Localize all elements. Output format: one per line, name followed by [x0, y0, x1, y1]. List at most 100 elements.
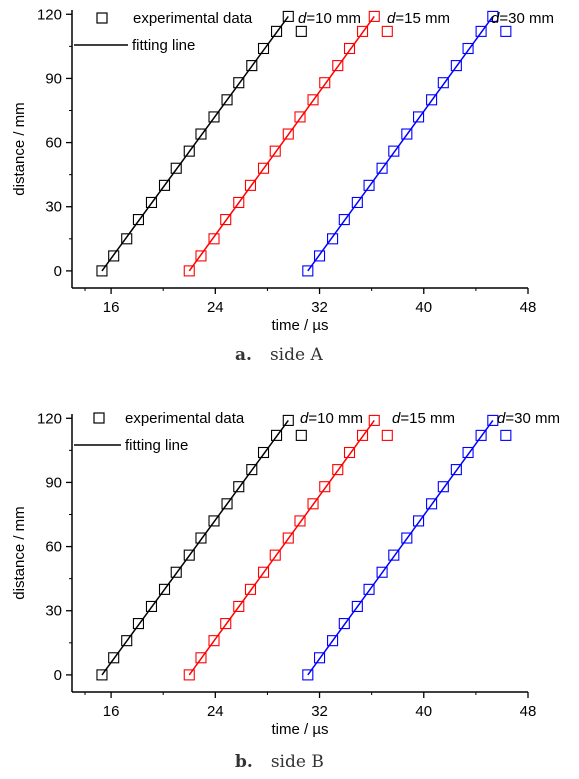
data-point [343, 42, 356, 55]
data-point [302, 265, 314, 277]
data-point [356, 25, 369, 37]
y-tick-label: 120 [37, 6, 62, 23]
data-point [307, 498, 319, 510]
data-point [319, 77, 331, 89]
caption-text: side B [271, 752, 324, 772]
data-point [332, 464, 344, 476]
x-tick-label: 32 [311, 299, 328, 316]
data-point [195, 128, 207, 140]
data-point [302, 669, 314, 681]
data-point [195, 250, 207, 262]
series-label-value: =10 mm [306, 10, 361, 27]
data-point [500, 429, 512, 441]
data-point [132, 618, 144, 630]
data-point [401, 532, 413, 544]
data-point [170, 162, 182, 174]
series-d-15-mm: d=15 mm [183, 410, 455, 681]
data-point [332, 60, 344, 72]
data-point [388, 549, 400, 561]
series-label-d: d [387, 10, 396, 27]
x-tick-label: 40 [415, 299, 432, 316]
series-d-15-mm: d=15 mm [183, 10, 450, 277]
data-point [145, 600, 158, 613]
series-label-value: =15 mm [400, 410, 455, 427]
x-tick-label: 24 [207, 703, 224, 720]
data-point [313, 250, 326, 262]
data-point [462, 446, 474, 459]
data-point [363, 179, 375, 191]
legend-label-experimental: experimental data [125, 410, 245, 427]
x-tick-label: 24 [207, 299, 224, 316]
data-point [257, 42, 270, 55]
data-point [282, 128, 294, 140]
data-point [246, 464, 258, 476]
data-point [195, 652, 207, 664]
data-point [121, 233, 133, 245]
legend-label-fitting: fitting line [132, 37, 195, 54]
data-point [195, 532, 207, 544]
series-d-30-mm: d=30 mm [302, 10, 554, 277]
series-label: d=30 mm [491, 10, 554, 27]
x-axis-label: time / µs [272, 317, 329, 334]
y-tick-label: 60 [45, 539, 62, 556]
fitting-line [188, 15, 375, 272]
data-point [500, 25, 512, 37]
y-tick-label: 30 [45, 603, 62, 620]
fitting-line [101, 15, 289, 272]
panel-caption: b. side B [235, 752, 324, 772]
data-point [183, 145, 195, 157]
data-point [270, 25, 283, 37]
data-point [257, 162, 270, 174]
chart-panel-a: 16 24 32 40 48 0 30 60 90 120 time / µs distance / … [11, 6, 554, 365]
y-axis-label: distance / mm [11, 102, 28, 195]
y-tick-label: 0 [54, 667, 62, 684]
data-point [376, 162, 388, 174]
data-point [269, 145, 281, 157]
series-label-d: d [298, 10, 307, 27]
data-point [307, 94, 319, 106]
data-point [220, 618, 232, 630]
legend-marker-square [93, 412, 105, 424]
series-label-d: d [300, 410, 309, 427]
fitting-line [188, 419, 375, 676]
caption-letter: b. [235, 752, 253, 772]
data-point [376, 566, 388, 578]
data-point [221, 498, 233, 510]
data-point [413, 111, 425, 123]
fitting-line [101, 419, 289, 676]
data-point [233, 481, 245, 493]
data-point [158, 179, 171, 191]
caption-text: side A [270, 345, 324, 365]
series-d-10-mm: d=10 mm [96, 410, 363, 681]
data-point [183, 669, 195, 681]
data-point [487, 10, 499, 22]
data-point [96, 265, 108, 277]
data-point [233, 196, 245, 209]
series-label-value: =15 mm [395, 10, 450, 27]
panel-caption: a. side A [235, 345, 323, 365]
series-label: d=30 mm [497, 410, 560, 427]
series-label-d: d [392, 410, 401, 427]
x-tick-label: 16 [103, 703, 120, 720]
x-axis-label: time / µs [272, 721, 329, 738]
x-tick-label: 48 [520, 299, 537, 316]
data-point [170, 566, 182, 578]
data-point [246, 60, 258, 72]
data-point [327, 635, 339, 647]
caption-letter: a. [235, 345, 252, 365]
data-point [257, 566, 270, 578]
data-point [208, 233, 220, 245]
fitting-line [307, 15, 494, 272]
data-point [295, 429, 307, 441]
data-point [381, 429, 393, 441]
data-point [450, 60, 462, 72]
data-point [282, 10, 294, 22]
data-point [158, 583, 171, 595]
y-tick-label: 30 [45, 199, 62, 216]
y-tick-label: 90 [45, 474, 62, 491]
series-label-d: d [491, 10, 500, 27]
data-point [282, 532, 294, 544]
data-point [381, 25, 393, 37]
data-point [183, 549, 195, 561]
